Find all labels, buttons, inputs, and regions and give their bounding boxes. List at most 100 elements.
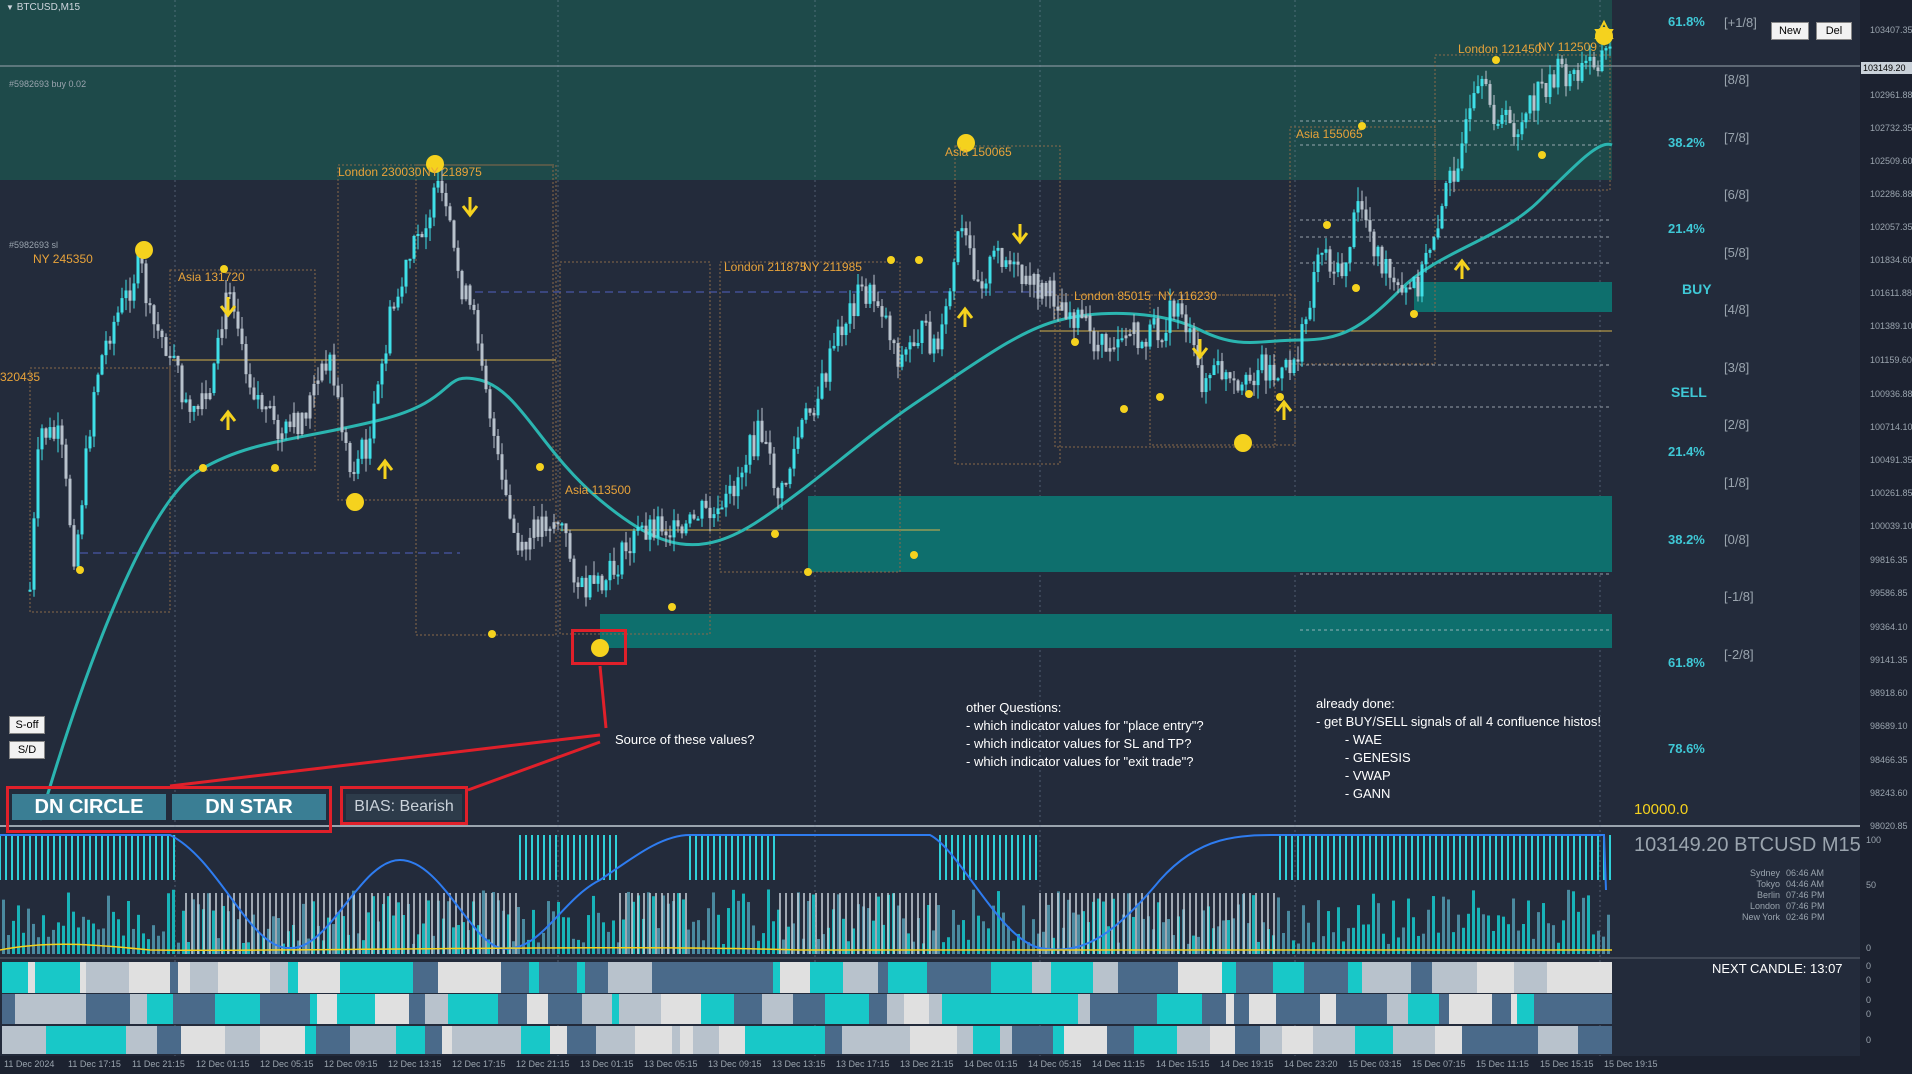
confluence-strip-cell — [619, 994, 661, 1024]
candle-body — [1276, 378, 1280, 381]
candle-body — [120, 298, 124, 313]
candle-body — [368, 438, 372, 459]
histogram-bar — [487, 939, 490, 954]
candle-body — [600, 575, 604, 591]
sub-tick-label: 0 — [1866, 1035, 1872, 1045]
signal-dot — [426, 155, 444, 173]
candle-body — [776, 488, 780, 499]
histogram-bar — [807, 900, 810, 954]
candle-body — [1332, 271, 1336, 274]
sub-tick-label: 0 — [1866, 995, 1872, 1005]
arrow-up-icon — [219, 409, 237, 430]
candle-body — [780, 482, 784, 499]
candle-body — [1548, 74, 1552, 98]
time-tick-label: 13 Dec 13:15 — [772, 1059, 826, 1069]
candle-body — [1244, 374, 1248, 385]
confluence-strip-cell — [1051, 962, 1093, 993]
candle-body — [512, 518, 516, 533]
confluence-strip-cell — [263, 962, 270, 993]
confluence-strip-cell — [1210, 1026, 1235, 1054]
histogram-bar — [772, 921, 775, 954]
histogram-bar — [1532, 938, 1535, 954]
arrow-down-icon — [1011, 224, 1029, 245]
histogram-bar — [1357, 905, 1360, 954]
histogram-bar — [1047, 904, 1050, 954]
candle-body — [132, 283, 136, 301]
candle-body — [220, 329, 224, 338]
clock-city-label: New York — [1741, 912, 1780, 922]
candle-body — [852, 303, 856, 317]
candle-body — [436, 180, 440, 188]
histogram-bar — [1162, 922, 1165, 954]
candle-body — [1180, 303, 1184, 315]
candle-body — [320, 363, 324, 381]
candle-body — [756, 420, 760, 457]
star-icon — [1594, 19, 1614, 47]
candle-body — [784, 482, 788, 485]
candle-body — [1240, 384, 1244, 391]
candle-body — [1392, 277, 1396, 283]
histogram-bar — [1097, 898, 1100, 954]
candle-body — [1440, 206, 1444, 229]
candle-body — [160, 330, 164, 338]
candle-body — [88, 436, 92, 449]
candle-body — [1520, 122, 1524, 135]
candle-body — [976, 279, 980, 282]
confluence-strip-cell — [672, 1026, 680, 1054]
confluence-strip-cell — [1107, 1026, 1125, 1054]
histogram-bar — [282, 943, 285, 954]
histogram-bar — [42, 915, 45, 954]
candle-body — [1600, 50, 1604, 72]
confluence-strip-cell — [521, 1026, 550, 1054]
order-label: #5982693 buy 0.02 — [9, 79, 87, 89]
confluence-strip-cell — [1565, 962, 1592, 993]
confluence-strip-cell — [1403, 962, 1411, 993]
histogram-bar — [1302, 905, 1305, 954]
candle-body — [1048, 280, 1052, 297]
confluence-strip-cell — [215, 994, 260, 1024]
candle-body — [520, 541, 524, 551]
candle-body — [668, 535, 672, 538]
candle-body — [1468, 108, 1472, 120]
confluence-strip-cell — [1355, 1026, 1393, 1054]
candle-body — [1584, 60, 1588, 63]
histogram-bar — [172, 889, 175, 954]
candle-body — [32, 518, 36, 590]
histogram-bar — [1202, 910, 1205, 954]
price-tick-label: 98689.10 — [1870, 721, 1908, 731]
confluence-strip-cell — [539, 962, 577, 993]
s-d-button[interactable]: S/D — [9, 741, 45, 759]
confluence-strip-cell — [442, 1026, 452, 1054]
histogram-bar — [1127, 893, 1130, 954]
triangle-down-icon[interactable]: ▼ — [6, 3, 14, 12]
histogram-bar — [1257, 941, 1260, 954]
histogram-bar — [167, 893, 170, 954]
confluence-strip-cell — [810, 962, 837, 993]
histogram-bar — [117, 919, 120, 954]
candle-body — [392, 306, 396, 309]
histogram-bar — [762, 933, 765, 954]
confluence-strip-cell — [596, 1026, 635, 1054]
confluence-strip-cell — [789, 1026, 825, 1054]
new-button[interactable]: New — [1771, 22, 1809, 40]
s-off-button[interactable]: S-off — [9, 716, 45, 734]
confluence-strip-cell — [375, 994, 409, 1024]
histogram-bar — [1397, 937, 1400, 954]
candle-body — [616, 574, 620, 577]
candle-body — [872, 284, 876, 302]
candle-body — [620, 542, 624, 575]
candle-body — [956, 231, 960, 263]
confluence-strip-cell — [1234, 994, 1249, 1024]
histogram-bar — [1432, 896, 1435, 954]
confluence-strip-cell — [954, 962, 991, 993]
histogram-bar — [52, 929, 55, 954]
confluence-strip-cell — [929, 994, 942, 1024]
session-label: Asia 113500 — [565, 483, 631, 497]
histogram-bar — [212, 910, 215, 954]
histogram-bar — [1547, 923, 1550, 954]
del-button[interactable]: Del — [1816, 22, 1852, 40]
fib-level-label: 21.4% — [1668, 221, 1705, 236]
candle-body — [492, 418, 496, 436]
candle-body — [1596, 67, 1600, 72]
